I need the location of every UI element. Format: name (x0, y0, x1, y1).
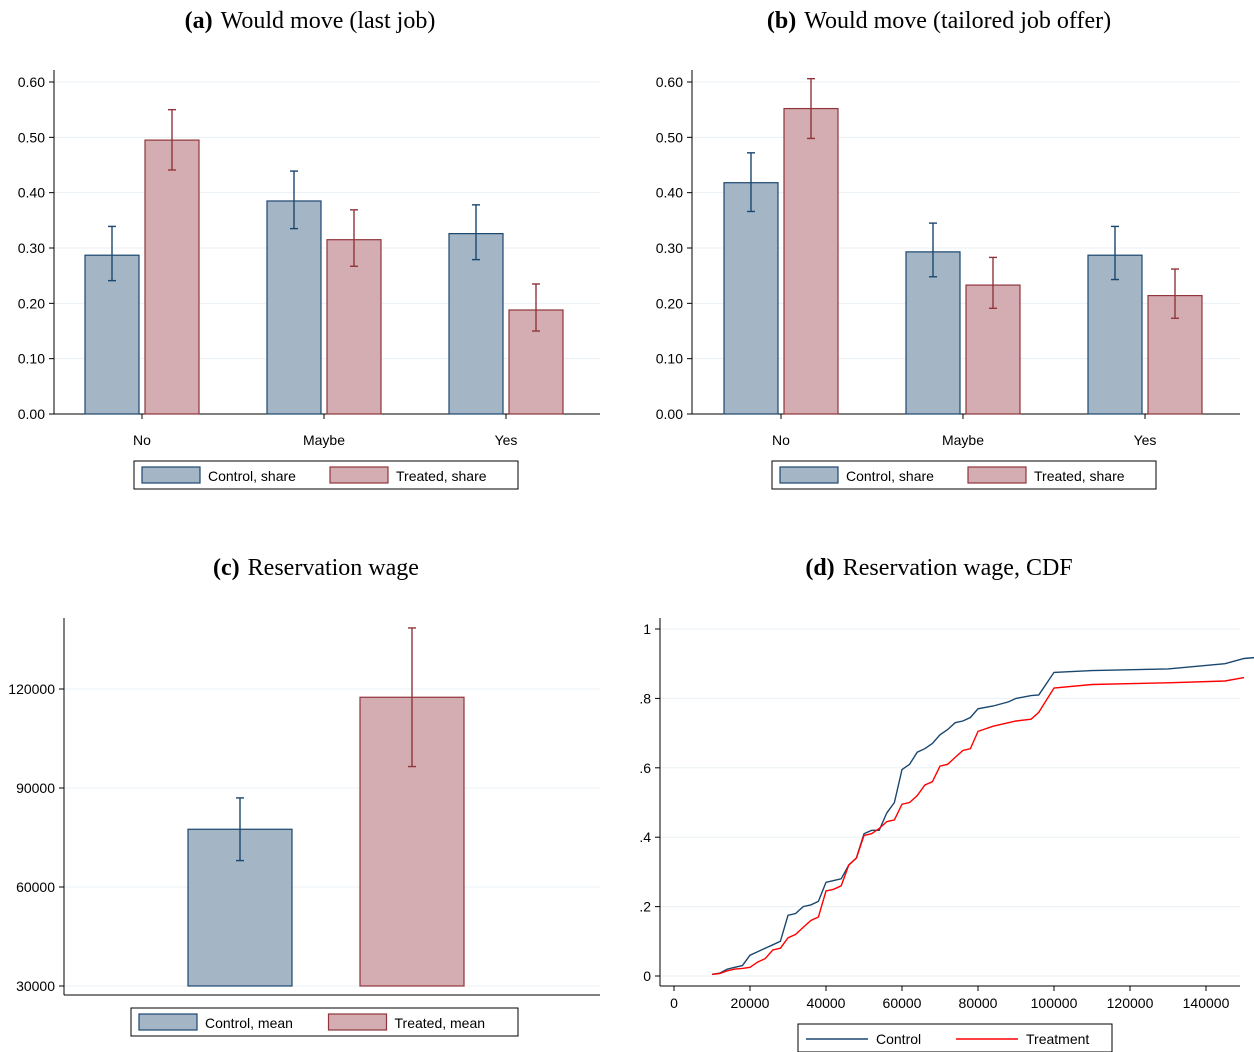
legend-label-control: Control, share (846, 468, 934, 484)
y-tick-label: .6 (639, 760, 651, 776)
y-tick-label: 0.40 (18, 185, 45, 201)
bar-control (84, 254, 140, 415)
panel-c-title: (c) Reservation wage (213, 555, 419, 581)
legend-label-treated: Treated, share (1034, 468, 1125, 484)
legend-swatch-treated (327, 1013, 388, 1031)
panel-b-letter: (b) (767, 8, 796, 34)
x-tick-label: Yes (495, 432, 518, 448)
x-tick-label: No (133, 432, 151, 448)
bar-control (723, 182, 779, 415)
legend-swatch-control (779, 466, 839, 484)
legend-label-treatment: Treatment (1026, 1031, 1089, 1047)
legend-label-treated: Treated, mean (395, 1015, 486, 1031)
bar-treated (144, 139, 200, 415)
y-tick-label: 0.60 (18, 74, 45, 90)
y-tick-label: 0 (643, 968, 651, 984)
panel-b-title: (b) Would move (tailored job offer) (767, 8, 1111, 34)
chart-panel-a: 0.00 0.10 0.20 0.30 0.40 0.50 0.60 No Maybe Yes Co… (18, 70, 600, 490)
legend-label-control: Control, mean (205, 1015, 293, 1031)
legend-swatch-control (138, 1013, 198, 1031)
x-tick-label: 0 (670, 995, 678, 1011)
legend-label-control: Control (876, 1031, 921, 1047)
y-tick-label: 90000 (16, 780, 55, 796)
y-tick-label: 120000 (8, 681, 55, 697)
y-tick-label: 0.10 (656, 351, 683, 367)
x-tick-label: 80000 (959, 995, 998, 1011)
panel-d-title-text: Reservation wage, CDF (843, 555, 1073, 581)
panel-d-letter: (d) (805, 555, 834, 581)
y-tick-label: 60000 (16, 879, 55, 895)
panel-c-title-text: Reservation wage (248, 555, 419, 581)
panel-b-title-text: Would move (tailored job offer) (804, 8, 1111, 34)
legend-box (797, 1023, 1113, 1052)
y-tick-label: 0.00 (656, 406, 683, 422)
y-tick-label: 0.20 (656, 295, 683, 311)
y-tick-label: 0.30 (18, 240, 45, 256)
legend-swatch-control (141, 466, 201, 484)
panel-a-title-text: Would move (last job) (221, 8, 436, 34)
cdf-line-control (711, 656, 1254, 975)
chart-panel-c: 30000 60000 90000 120000 Control, mean Treate… (8, 618, 600, 1037)
chart-panel-d: 0 .2 .4 .6 .8 1 0 20000 40000 60000 80000 100000 120… (639, 618, 1254, 1052)
y-tick-label: 0.10 (18, 351, 45, 367)
x-tick-label: 40000 (807, 995, 846, 1011)
x-tick-label: 120000 (1107, 995, 1154, 1011)
x-tick-label: No (772, 432, 790, 448)
y-tick-label: 0.40 (656, 185, 683, 201)
chart-panel-b: 0.00 0.10 0.20 0.30 0.40 0.50 0.60 No Maybe Yes Co… (656, 70, 1240, 490)
cdf-line-treatment (711, 676, 1245, 975)
legend-swatch-treated (967, 466, 1027, 484)
x-tick-label: 60000 (883, 995, 922, 1011)
y-tick-label: 30000 (16, 978, 55, 994)
x-tick-label: Maybe (942, 432, 984, 448)
panel-a-title: (a) Would move (last job) (185, 8, 436, 34)
x-tick-label: Yes (1134, 432, 1157, 448)
x-tick-label: 100000 (1031, 995, 1078, 1011)
y-tick-label: 0.20 (18, 295, 45, 311)
y-tick-label: 0.30 (656, 240, 683, 256)
bar-control (1087, 254, 1143, 415)
y-tick-label: 0.00 (18, 406, 45, 422)
x-tick-label: 140000 (1183, 995, 1230, 1011)
y-tick-label: 0.50 (18, 129, 45, 145)
legend-label-treated: Treated, share (396, 468, 487, 484)
legend-label-control: Control, share (208, 468, 296, 484)
y-tick-label: 0.50 (656, 129, 683, 145)
legend-swatch-treated (329, 466, 389, 484)
x-tick-label: 20000 (731, 995, 770, 1011)
bar-control (905, 251, 961, 415)
x-tick-label: Maybe (303, 432, 345, 448)
panel-d-title: (d) Reservation wage, CDF (805, 555, 1072, 581)
y-tick-label: .2 (639, 899, 651, 915)
panel-c-letter: (c) (213, 555, 240, 581)
bar-treated (326, 239, 382, 415)
panel-a-letter: (a) (185, 8, 213, 34)
y-tick-label: 1 (643, 621, 651, 637)
y-tick-label: 0.60 (656, 74, 683, 90)
y-tick-label: .8 (639, 690, 651, 706)
y-tick-label: .4 (639, 829, 651, 845)
bar-control (266, 200, 322, 415)
bar-control (448, 233, 504, 415)
bar-treated (783, 107, 839, 415)
